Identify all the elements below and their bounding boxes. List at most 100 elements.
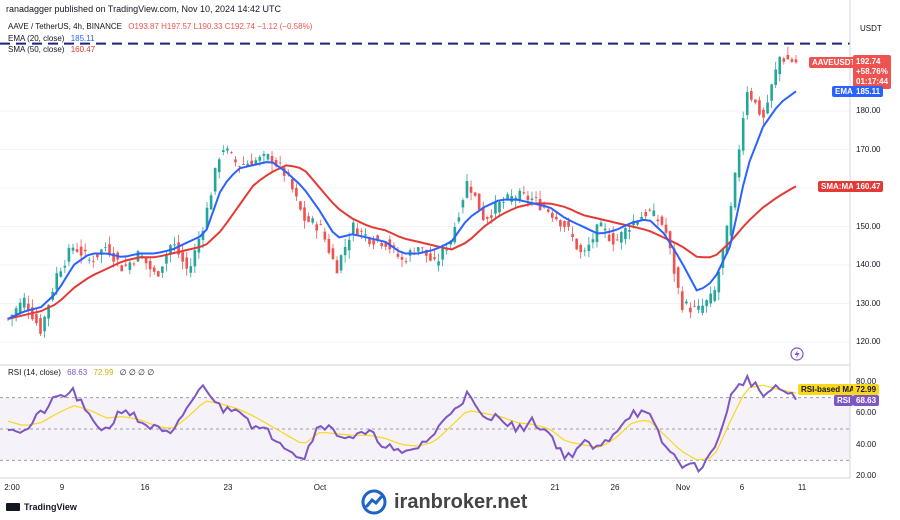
- candle-body: [376, 235, 379, 240]
- candle-body: [132, 263, 136, 265]
- candle-body: [234, 159, 237, 163]
- candle-body: [221, 150, 225, 153]
- rsi-ma-legend-value: 72.99: [93, 368, 114, 377]
- footer-brand[interactable]: TradingView: [6, 502, 77, 512]
- candle-body: [469, 186, 473, 193]
- last-price: 192.74: [856, 57, 881, 66]
- ema-axis-value: 185.11: [853, 86, 884, 97]
- candle-body: [498, 201, 501, 213]
- candle-body: [303, 207, 306, 221]
- candle-body: [165, 254, 168, 264]
- last-price-tag: 192.74 +58.76% 01:17:44: [853, 55, 892, 89]
- candle-body: [445, 249, 448, 251]
- candle-body: [327, 238, 331, 253]
- candle-body: [693, 305, 696, 307]
- candle-body: [425, 249, 428, 256]
- candle-body: [680, 291, 684, 310]
- candle-body: [615, 239, 619, 241]
- candle-body: [786, 54, 790, 60]
- candle-body: [335, 260, 339, 274]
- candle-body: [14, 308, 18, 315]
- candle-body: [193, 250, 197, 267]
- candle-body: [217, 159, 221, 173]
- ema-legend-value: 185.11: [70, 34, 95, 43]
- candle-body: [18, 302, 22, 313]
- candle-body: [262, 154, 266, 156]
- candle-body: [457, 217, 461, 222]
- candle-body: [274, 160, 278, 167]
- ema-legend[interactable]: EMA (20, close) 185.11: [8, 34, 95, 43]
- candle-body: [705, 300, 708, 307]
- candle-body: [128, 262, 132, 270]
- candle-body: [343, 246, 347, 256]
- candle-body: [530, 198, 534, 201]
- candle-body: [697, 305, 700, 310]
- rsi-legend[interactable]: RSI (14, close) 68.63 72.99 ∅ ∅ ∅ ∅: [8, 368, 154, 377]
- rsi-ma-line: [7, 384, 797, 461]
- candle-body: [725, 225, 729, 255]
- candle-body: [400, 256, 404, 260]
- time-tick-label: 21: [550, 483, 560, 492]
- candle-body: [526, 195, 530, 201]
- candle-body: [67, 247, 71, 262]
- rsi-ma-axis-value: 72.99: [853, 384, 880, 395]
- candle-body: [416, 247, 420, 252]
- candle-body: [43, 316, 46, 332]
- candle-body: [485, 217, 489, 219]
- candle-body: [26, 303, 30, 311]
- candle-body: [380, 243, 384, 247]
- candle-body: [120, 265, 124, 272]
- candle-body: [481, 206, 485, 221]
- candle-body: [144, 257, 148, 264]
- time-tick-label: 11: [797, 483, 807, 492]
- event-icon[interactable]: [790, 347, 804, 361]
- candle-body: [63, 265, 67, 268]
- candle-body: [567, 221, 570, 227]
- rsi-tick-label: 40.00: [856, 439, 877, 449]
- candle-body: [205, 207, 209, 229]
- candle-body: [583, 250, 587, 252]
- candle-body: [189, 266, 193, 273]
- rsi-legend-value: 68.63: [67, 368, 88, 377]
- currency-label: USDT: [860, 24, 882, 33]
- candle-body: [181, 252, 184, 262]
- candles: [6, 46, 798, 338]
- candle-body: [356, 228, 359, 236]
- time-tick-label: 6: [739, 483, 745, 492]
- candle-body: [477, 193, 481, 210]
- candle-body: [55, 273, 59, 290]
- candle-body: [47, 304, 50, 319]
- candle-body: [717, 271, 721, 293]
- watermark: iranbroker.net: [360, 488, 527, 516]
- candle-body: [701, 305, 704, 313]
- candle-body: [534, 197, 538, 198]
- candle-body: [315, 224, 319, 231]
- time-tick-label: 26: [610, 483, 620, 492]
- candle-body: [754, 99, 757, 103]
- candle-body: [173, 244, 176, 246]
- rsi-tick-label: 60.00: [856, 408, 877, 418]
- price-gridlines: [0, 110, 850, 343]
- candle-body: [429, 253, 432, 261]
- candle-body: [331, 248, 335, 260]
- candle-body: [364, 234, 367, 236]
- candle-body: [709, 293, 713, 304]
- sma-legend-value: 160.47: [70, 45, 96, 54]
- candle-body: [258, 156, 262, 161]
- candle-body: [404, 261, 408, 263]
- candle-body: [676, 267, 680, 288]
- watermark-logo-icon: [361, 489, 387, 515]
- candle-body: [100, 249, 103, 255]
- candle-body: [295, 187, 298, 197]
- candle-body: [750, 91, 753, 100]
- sma-legend[interactable]: SMA (50, close) 160.47: [8, 45, 95, 54]
- candle-body: [774, 69, 778, 86]
- candle-body: [71, 247, 75, 251]
- candle-body: [396, 253, 400, 257]
- candle-body: [550, 212, 554, 218]
- price-tick-label: 130.00: [856, 298, 881, 308]
- candle-body: [664, 224, 668, 233]
- candle-body: [571, 233, 574, 237]
- candle-body: [230, 152, 233, 153]
